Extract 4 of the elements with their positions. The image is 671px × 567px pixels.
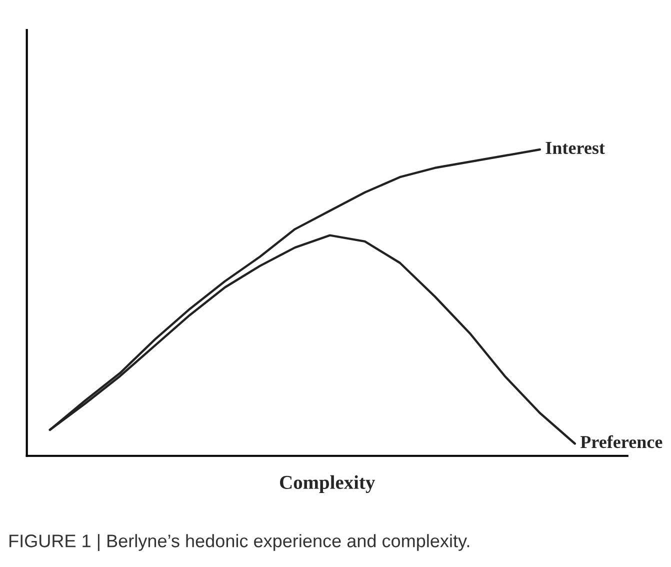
series-label: Preference [580,435,662,448]
caption: FIGURE 1 | Berlyne’s hedonic experience and complexity. [10,534,470,551]
series-label: Interest [546,142,605,154]
x-axis-title: Complexity [280,475,375,493]
